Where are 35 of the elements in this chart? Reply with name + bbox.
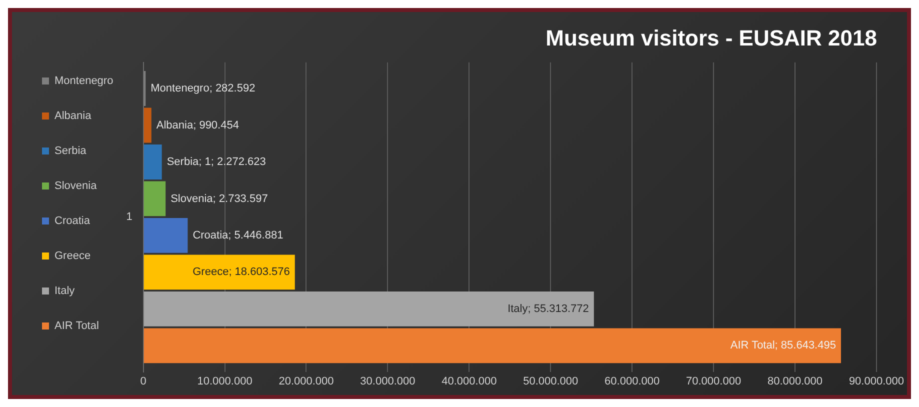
- bar: [144, 108, 152, 143]
- x-tick-label: 50.000.000: [523, 375, 578, 388]
- data-label: AIR Total; 85.643.495: [730, 340, 836, 352]
- x-tick-label: 0: [140, 375, 146, 388]
- legend-label: Italy: [54, 285, 76, 298]
- bar: [144, 254, 295, 290]
- legend-label: Greece: [54, 250, 91, 262]
- data-label: Albania; 990.454: [156, 119, 239, 132]
- bar: [144, 144, 162, 180]
- bar: [144, 328, 841, 364]
- x-tick-label: 20.000.000: [278, 375, 334, 388]
- x-tick-label: 70.000.000: [686, 375, 742, 388]
- legend-label: Slovenia: [54, 180, 98, 192]
- y-tick-label: 1: [126, 211, 132, 224]
- data-label: Croatia; 5.446.881: [192, 230, 284, 242]
- data-label: Italy; 55.313.772: [508, 302, 589, 315]
- bar: [144, 181, 166, 216]
- data-label: Slovenia; 2.733.597: [170, 192, 268, 205]
- legend-label: Albania: [54, 110, 92, 122]
- data-label: Greece; 18.603.576: [192, 266, 290, 278]
- data-label: Serbia; 1; 2.272.623: [166, 156, 266, 168]
- legend-label: Serbia: [54, 145, 88, 158]
- x-tick-label: 80.000.000: [767, 375, 823, 388]
- x-tick-label: 10.000.000: [197, 375, 252, 388]
- x-tick-label: 60.000.000: [604, 375, 660, 388]
- x-tick-label: 90.000.000: [848, 375, 904, 388]
- bar: [144, 292, 594, 326]
- legend-label: Croatia: [54, 215, 91, 228]
- x-tick-label: 40.000.000: [442, 375, 497, 388]
- x-tick-label: 30.000.000: [360, 375, 416, 388]
- chart-title: Museum visitors - EUSAIR 2018: [546, 25, 877, 50]
- legend-label: Montenegro: [54, 75, 114, 88]
- legend-label: AIR Total: [54, 320, 99, 332]
- data-label: Montenegro; 282.592: [150, 82, 256, 95]
- bar: [144, 218, 188, 253]
